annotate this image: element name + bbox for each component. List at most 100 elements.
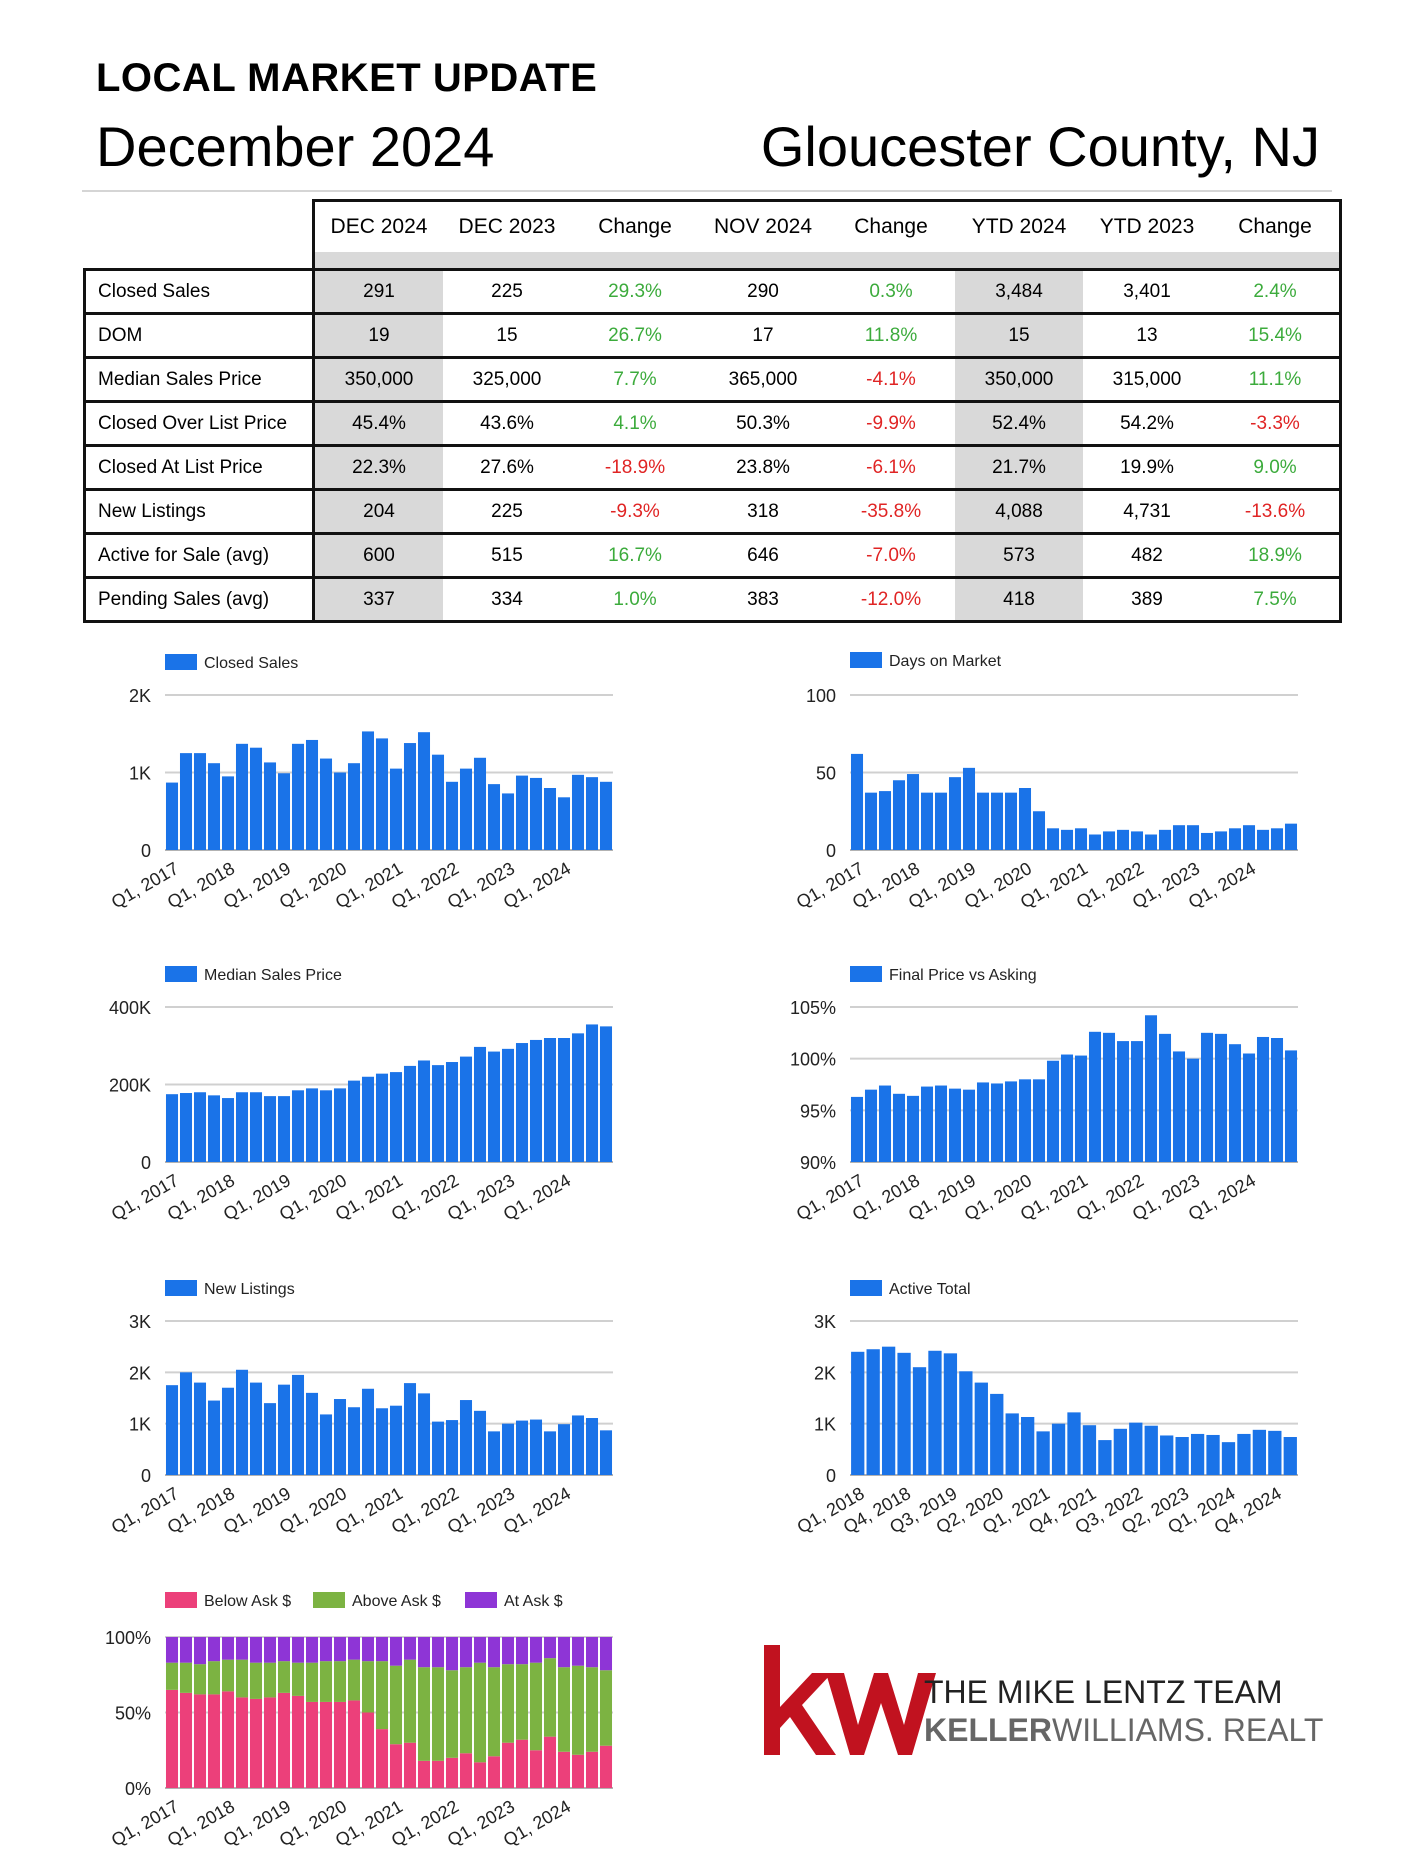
bar: [193, 1092, 207, 1162]
y-tick-label: 0: [141, 841, 151, 861]
legend-label: Days on Market: [889, 653, 1002, 670]
legend-label: New Listings: [204, 1281, 295, 1298]
bar: [403, 743, 417, 850]
stacked-bar-segment: [529, 1750, 543, 1788]
bar: [934, 792, 948, 850]
bar: [557, 1424, 571, 1475]
y-tick-label: 400K: [109, 998, 151, 1018]
stacked-bar-segment: [263, 1697, 277, 1788]
bar: [473, 757, 487, 850]
bar: [1270, 1038, 1284, 1162]
legend-swatch: [313, 1592, 345, 1608]
bar: [235, 743, 249, 850]
bar: [1158, 1033, 1172, 1162]
stacked-bar-segment: [333, 1637, 347, 1662]
y-tick-label: 200K: [109, 1076, 151, 1096]
legend-swatch: [165, 966, 197, 982]
stacked-bar-segment: [361, 1712, 375, 1788]
bar: [235, 1369, 249, 1475]
bar: [221, 1098, 235, 1162]
bar: [974, 1382, 988, 1475]
stacked-bar-segment: [277, 1661, 291, 1693]
stacked-bar-segment: [333, 1661, 347, 1702]
bar: [165, 1094, 179, 1162]
y-tick-label: 3K: [129, 1312, 151, 1332]
stacked-bar-segment: [235, 1697, 249, 1788]
bar: [515, 1420, 529, 1475]
stacked-bar-segment: [207, 1637, 221, 1662]
stacked-bar-segment: [249, 1698, 263, 1788]
stacked-bar-segment: [417, 1667, 431, 1761]
table-row: Active for Sale (avg) 600 515 16.7% 646 -7.0%…: [83, 532, 1342, 579]
logo-brand-realty: REALTY: [1214, 1712, 1324, 1748]
stacked-bar-segment: [291, 1637, 305, 1663]
y-tick-label: 0: [826, 841, 836, 861]
legend-swatch: [850, 1280, 882, 1296]
bar: [948, 777, 962, 850]
bar: [892, 780, 906, 850]
bar: [962, 767, 976, 850]
bar: [1088, 834, 1102, 850]
legend-swatch: [465, 1592, 497, 1608]
bar: [920, 1086, 934, 1162]
stacked-bar-segment: [445, 1757, 459, 1788]
bar: [1237, 1433, 1251, 1475]
y-tick-label: 50: [816, 764, 836, 784]
bar: [585, 1418, 599, 1475]
stacked-bar-segment: [389, 1637, 403, 1666]
bar: [1074, 1055, 1088, 1162]
table-cell: 350,000: [955, 356, 1083, 403]
stacked-bar-segment: [459, 1753, 473, 1788]
logo-team-name: THE MIKE LENTZ TEAM: [924, 1674, 1283, 1710]
table-row: Closed Sales 291 225 29.3% 290 0.3% 3,484 3,401…: [83, 268, 1342, 315]
table-cell: 318: [699, 488, 827, 535]
table-cell: 2.4%: [1211, 268, 1342, 315]
y-tick-label: 1K: [814, 1415, 836, 1435]
legend-label: Final Price vs Asking: [889, 967, 1037, 984]
stacked-bar-segment: [431, 1760, 445, 1788]
bar: [934, 1085, 948, 1162]
bar: [1074, 828, 1088, 850]
bar: [263, 1403, 277, 1475]
legend-swatch: [165, 654, 197, 670]
bar: [1200, 1032, 1214, 1162]
table-cell: -9.3%: [571, 488, 699, 535]
kw-mark: [764, 1645, 936, 1755]
legend-label: At Ask $: [504, 1593, 563, 1610]
bar: [906, 1095, 920, 1162]
bar: [347, 1407, 361, 1475]
stacked-bar-segment: [417, 1760, 431, 1788]
stacked-bar-segment: [165, 1662, 179, 1690]
bar: [319, 1090, 333, 1162]
table-cell: 350,000: [312, 356, 443, 403]
bar: [431, 1421, 445, 1475]
stacked-bar-segment: [571, 1665, 585, 1755]
bar: [1284, 1050, 1298, 1162]
bar: [221, 776, 235, 850]
stacked-bar-segment: [291, 1695, 305, 1788]
bar: [1252, 1429, 1267, 1475]
bar: [501, 1048, 515, 1162]
bar: [1130, 1041, 1144, 1162]
table-cell: 26.7%: [571, 312, 699, 359]
y-tick-label: 0: [826, 1466, 836, 1486]
bar: [1190, 1433, 1205, 1475]
bar: [207, 1400, 221, 1475]
stacked-bar-segment: [305, 1637, 319, 1663]
bar: [851, 1351, 865, 1475]
bar: [892, 1093, 906, 1162]
stacked-bar-segment: [515, 1664, 529, 1740]
bar: [1284, 823, 1298, 850]
bar: [501, 793, 515, 850]
bar: [990, 1083, 1004, 1162]
table-spacer-row: [84, 252, 1342, 271]
logo-brand-williams: WILLIAMS: [1052, 1712, 1205, 1748]
row-label: Active for Sale (avg): [83, 532, 315, 579]
table-cell: 315,000: [1083, 356, 1211, 403]
bar: [1270, 828, 1284, 850]
bar: [1102, 1032, 1116, 1162]
y-tick-label: 2K: [129, 686, 151, 706]
stacked-bar-segment: [571, 1754, 585, 1788]
stacked-bar-segment: [249, 1637, 263, 1663]
bar: [1046, 1060, 1060, 1162]
